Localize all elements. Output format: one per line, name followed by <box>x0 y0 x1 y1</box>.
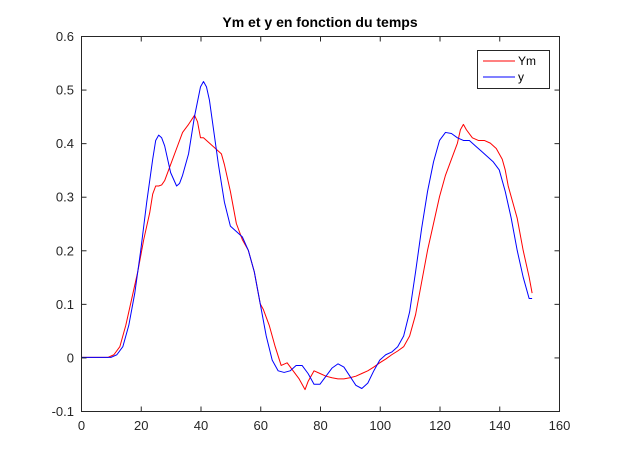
y-tick-label: 0.5 <box>56 83 74 98</box>
plot-area <box>81 36 559 411</box>
x-tick-label: 140 <box>489 418 511 433</box>
y-tick-label: -0.1 <box>52 404 74 419</box>
legend-label-y: y <box>518 70 524 84</box>
y-tick-label: 0 <box>67 350 74 365</box>
series-line-y <box>81 81 533 389</box>
x-axis: 0 20 40 60 80 100 120 140 160 <box>78 36 571 433</box>
legend-label-ym: Ym <box>518 54 536 68</box>
series-layer <box>81 81 533 391</box>
series-line-ym <box>81 114 533 391</box>
y-tick-label: 0.2 <box>56 243 74 258</box>
y-tick-label: 0.4 <box>56 136 74 151</box>
x-tick-label: 60 <box>254 418 268 433</box>
y-tick-label: 0.1 <box>56 297 74 312</box>
y-axis: -0.1 0 0.1 0.2 0.3 0.4 0.5 0.6 <box>52 29 560 419</box>
y-tick-label: 0.6 <box>56 29 74 44</box>
x-tick-label: 100 <box>369 418 391 433</box>
chart-title: Ym et y en fonction du temps <box>222 14 417 30</box>
x-tick-label: 20 <box>134 418 148 433</box>
x-tick-label: 0 <box>78 418 85 433</box>
x-tick-label: 80 <box>313 418 327 433</box>
x-tick-label: 160 <box>549 418 571 433</box>
x-tick-label: 120 <box>429 418 451 433</box>
legend-box <box>477 50 550 89</box>
x-tick-label: 40 <box>194 418 208 433</box>
y-tick-label: 0.3 <box>56 190 74 205</box>
legend: Ym y <box>477 50 550 89</box>
